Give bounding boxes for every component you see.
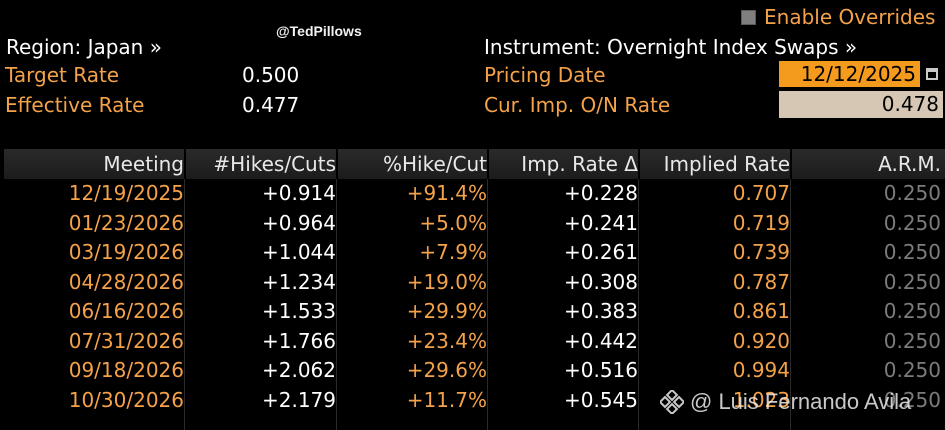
cell-pct-hike-cut: +7.9% [419,240,487,264]
target-rate-label: Target Rate [5,63,120,87]
cell-hikes-cuts: +0.914 [261,181,336,205]
cell-hikes-cuts: +0.964 [261,210,336,235]
column-divider [638,179,639,430]
table-row[interactable]: 12/19/2025 +0.914 +91.4% +0.228 0.707 0.250 [4,179,945,209]
binance-diamond-icon [658,388,686,416]
column-divider [184,179,185,430]
author-watermark: @ Luis Fernando Avila [658,388,912,416]
cell-hikes-cuts: +1.234 [261,269,336,294]
cell-meeting: 03/19/2026 [68,240,184,264]
cur-imp-rate-input[interactable]: 0.478 [779,91,943,118]
cell-arm: 0.250 [883,328,941,353]
cell-imp-rate-delta: +0.442 [563,328,638,353]
cell-pct-hike-cut: +5.0% [419,210,487,235]
cell-implied-rate: 0.739 [732,240,790,264]
calendar-icon[interactable] [921,61,943,87]
cell-hikes-cuts: +1.044 [261,240,336,264]
column-divider [487,179,488,430]
effective-rate-value: 0.477 [242,93,300,117]
cell-implied-rate: 0.920 [732,328,790,353]
table-body: 12/19/2025 +0.914 +91.4% +0.228 0.707 0.250 01… [4,179,945,415]
cell-implied-rate: 0.719 [732,210,790,235]
target-rate-value: 0.500 [242,63,300,87]
cell-pct-hike-cut: +91.4% [406,181,487,205]
cell-implied-rate: 0.994 [732,358,790,382]
cell-meeting: 04/28/2026 [68,269,184,294]
meeting-probability-table: Meeting #Hikes/Cuts %Hike/Cut Imp. Rate … [4,149,945,415]
watermark-handle: @TedPillows [276,23,362,39]
col-header-pct-hike-cut[interactable]: %Hike/Cut [383,152,487,176]
cur-imp-rate-label: Cur. Imp. O/N Rate [484,93,671,117]
cell-arm: 0.250 [883,210,941,235]
cell-imp-rate-delta: +0.383 [563,299,638,323]
cell-hikes-cuts: +2.179 [261,387,336,412]
cell-pct-hike-cut: +23.4% [406,328,487,353]
table-row[interactable]: 06/16/2026 +1.533 +29.9% +0.383 0.861 0.250 [4,297,945,327]
cell-arm: 0.250 [883,358,941,382]
cell-hikes-cuts: +2.062 [261,358,336,382]
cell-arm: 0.250 [883,240,941,264]
checkbox-icon[interactable] [741,9,756,25]
cell-pct-hike-cut: +11.7% [406,387,487,412]
column-divider [336,179,337,430]
col-header-arm[interactable]: A.R.M. [878,152,941,176]
cell-imp-rate-delta: +0.516 [563,358,638,382]
cell-meeting: 07/31/2026 [68,328,184,353]
table-row[interactable]: 03/19/2026 +1.044 +7.9% +0.261 0.739 0.250 [4,238,945,268]
cell-meeting: 10/30/2026 [68,387,184,412]
cell-imp-rate-delta: +0.545 [563,387,638,412]
cell-arm: 0.250 [883,299,941,323]
cell-pct-hike-cut: +29.9% [406,299,487,323]
cell-imp-rate-delta: +0.228 [563,181,638,205]
cell-pct-hike-cut: +19.0% [406,269,487,294]
cell-pct-hike-cut: +29.6% [406,358,487,382]
cell-implied-rate: 0.707 [732,181,790,205]
cell-meeting: 06/16/2026 [68,299,184,323]
enable-overrides-toggle[interactable]: Enable Overrides [741,5,935,29]
enable-overrides-label: Enable Overrides [764,5,936,29]
table-row[interactable]: 01/23/2026 +0.964 +5.0% +0.241 0.719 0.250 [4,209,945,239]
col-header-implied-rate[interactable]: Implied Rate [663,152,790,176]
instrument-selector[interactable]: Instrument: Overnight Index Swaps » [484,35,858,59]
table-row[interactable]: 10/30/2026 +2.179 +11.7% +0.545 1.023 0.250 [4,386,945,416]
col-header-meeting[interactable]: Meeting [103,152,184,176]
cell-implied-rate: 1.023 [732,387,790,412]
cell-imp-rate-delta: +0.241 [563,210,638,235]
cell-arm: 0.250 [883,269,941,294]
pricing-date-input[interactable]: 12/12/2025 [779,61,920,87]
cell-meeting: 01/23/2026 [68,210,184,235]
author-watermark-text: @ Luis Fernando Avila [690,389,912,414]
table-header: Meeting #Hikes/Cuts %Hike/Cut Imp. Rate … [4,149,945,179]
effective-rate-label: Effective Rate [5,93,145,117]
table-row[interactable]: 09/18/2026 +2.062 +29.6% +0.516 0.994 0.250 [4,356,945,386]
cell-meeting: 09/18/2026 [68,358,184,382]
cell-imp-rate-delta: +0.261 [563,240,638,264]
cell-implied-rate: 0.787 [732,269,790,294]
cell-hikes-cuts: +1.533 [261,299,336,323]
cell-implied-rate: 0.861 [732,299,790,323]
cell-arm: 0.250 [883,387,941,412]
cell-meeting: 12/19/2025 [68,181,184,205]
table-row[interactable]: 04/28/2026 +1.234 +19.0% +0.308 0.787 0.250 [4,268,945,298]
pricing-date-label: Pricing Date [484,63,606,87]
column-divider [790,179,791,430]
cell-arm: 0.250 [883,181,941,205]
region-selector[interactable]: Region: Japan » [6,35,162,59]
table-row[interactable]: 07/31/2026 +1.766 +23.4% +0.442 0.920 0.250 [4,327,945,357]
cell-hikes-cuts: +1.766 [261,328,336,353]
cell-imp-rate-delta: +0.308 [563,269,638,294]
col-header-imp-rate-delta[interactable]: Imp. Rate Δ [521,152,638,176]
col-header-hikes-cuts[interactable]: #Hikes/Cuts [213,152,336,176]
